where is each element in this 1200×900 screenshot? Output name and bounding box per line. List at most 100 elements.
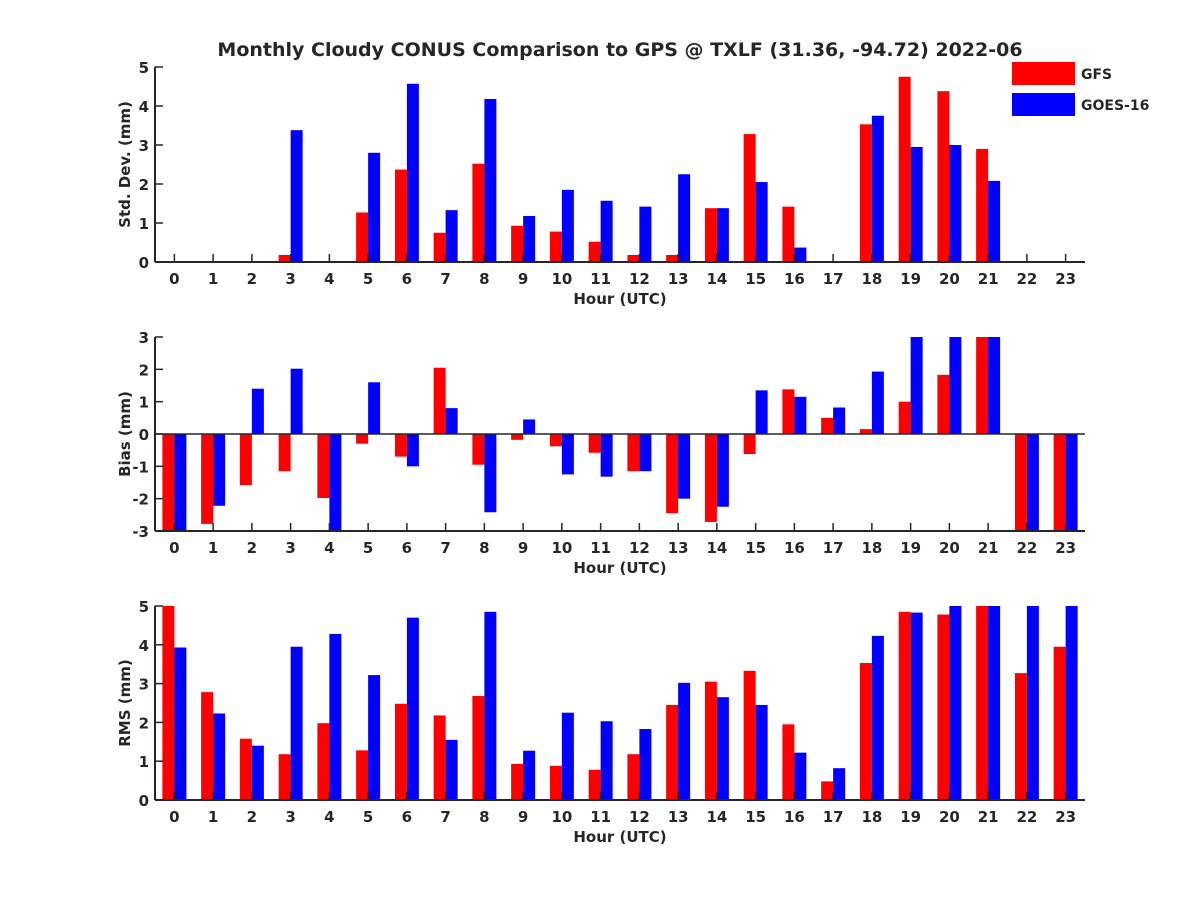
bar-goes-16-hour-5 — [368, 152, 381, 262]
bar-goes-16-hour-8 — [484, 434, 497, 513]
bar-gfs-hour-13 — [666, 434, 679, 514]
y-axis-label: Std. Dev. (mm) — [116, 101, 134, 228]
x-tick-label: 22 — [1016, 539, 1037, 557]
bar-gfs-hour-19 — [898, 611, 911, 800]
bar-gfs-hour-5 — [356, 434, 369, 444]
bar-goes-16-hour-12 — [639, 728, 652, 800]
bar-gfs-hour-10 — [549, 765, 562, 800]
y-tick-label: -2 — [132, 491, 149, 509]
bar-gfs-hour-12 — [627, 754, 640, 800]
bar-goes-16-hour-7 — [445, 739, 458, 800]
bar-goes-16-hour-16 — [794, 396, 807, 434]
bar-goes-16-hour-4 — [329, 434, 342, 531]
bar-goes-16-hour-16 — [794, 752, 807, 800]
bar-gfs-hour-7 — [433, 232, 446, 262]
y-tick-label: 5 — [139, 598, 149, 616]
bar-goes-16-hour-16 — [794, 247, 807, 262]
bar-goes-16-hour-20 — [949, 606, 962, 800]
legend-label-goes-16: GOES-16 — [1081, 98, 1149, 114]
bar-goes-16-hour-20 — [949, 337, 962, 434]
legend: GFS GOES-16 — [1012, 62, 1149, 116]
x-tick-label: 2 — [247, 270, 257, 288]
y-tick-label: -1 — [132, 458, 149, 476]
bar-gfs-hour-21 — [976, 337, 989, 434]
x-tick-label: 12 — [629, 808, 650, 826]
y-tick-label: 4 — [139, 98, 149, 116]
bar-goes-16-hour-14 — [716, 208, 729, 262]
y-tick-label: 3 — [139, 676, 149, 694]
x-tick-label: 8 — [479, 539, 489, 557]
x-tick-label: 9 — [518, 539, 528, 557]
bar-goes-16-hour-3 — [290, 368, 303, 434]
x-tick-label: 1 — [208, 808, 218, 826]
y-axis-label: Bias (mm) — [116, 391, 134, 477]
bar-gfs-hour-18 — [859, 124, 872, 262]
bar-goes-16-hour-17 — [833, 407, 846, 434]
x-tick-label: 17 — [823, 270, 844, 288]
bar-gfs-hour-7 — [433, 715, 446, 800]
x-tick-label: 21 — [978, 539, 999, 557]
y-axis-label: RMS (mm) — [116, 659, 134, 746]
bar-goes-16-hour-10 — [561, 712, 574, 800]
bar-gfs-hour-16 — [782, 724, 795, 800]
y-tick-label: 4 — [139, 637, 149, 655]
bar-goes-16-hour-18 — [871, 635, 884, 800]
y-tick-label: 2 — [139, 361, 149, 379]
bar-goes-16-hour-2 — [251, 745, 264, 800]
x-tick-label: 10 — [551, 808, 572, 826]
bar-gfs-hour-14 — [704, 681, 717, 800]
bar-goes-16-hour-1 — [213, 713, 226, 800]
x-tick-label: 7 — [440, 539, 450, 557]
legend-label-gfs: GFS — [1081, 67, 1112, 83]
x-tick-label: 23 — [1055, 808, 1076, 826]
x-tick-label: 22 — [1016, 270, 1037, 288]
bar-goes-16-hour-12 — [639, 206, 652, 262]
bar-gfs-hour-23 — [1053, 434, 1066, 531]
x-tick-label: 5 — [363, 270, 373, 288]
bar-goes-16-hour-8 — [484, 98, 497, 262]
x-tick-label: 13 — [668, 270, 689, 288]
bar-goes-16-hour-20 — [949, 145, 962, 262]
bar-gfs-hour-17 — [821, 417, 834, 434]
bar-gfs-hour-18 — [859, 429, 872, 434]
bar-goes-16-hour-2 — [251, 388, 264, 434]
y-tick-label: 3 — [139, 329, 149, 347]
bar-goes-16-hour-15 — [755, 390, 768, 434]
x-tick-label: 18 — [861, 539, 882, 557]
bar-goes-16-hour-13 — [678, 682, 691, 800]
bar-gfs-hour-8 — [472, 434, 485, 465]
bar-gfs-hour-0 — [162, 434, 175, 531]
bar-gfs-hour-4 — [317, 723, 330, 800]
x-tick-label: 2 — [247, 808, 257, 826]
bar-gfs-hour-16 — [782, 206, 795, 262]
x-tick-label: 20 — [939, 270, 960, 288]
x-tick-label: 5 — [363, 808, 373, 826]
x-tick-label: 3 — [285, 270, 295, 288]
x-tick-label: 21 — [978, 270, 999, 288]
bar-gfs-hour-21 — [976, 606, 989, 800]
x-tick-label: 9 — [518, 808, 528, 826]
legend-swatch-goes-16 — [1012, 93, 1075, 116]
bar-gfs-hour-19 — [898, 76, 911, 262]
bar-gfs-hour-18 — [859, 663, 872, 800]
bar-gfs-hour-16 — [782, 389, 795, 434]
bar-gfs-hour-1 — [201, 692, 214, 800]
bar-gfs-hour-19 — [898, 401, 911, 434]
y-tick-label: 2 — [139, 714, 149, 732]
bar-goes-16-hour-19 — [910, 146, 923, 262]
bar-gfs-hour-11 — [588, 241, 601, 262]
x-tick-label: 0 — [169, 539, 179, 557]
bar-gfs-hour-12 — [627, 434, 640, 472]
x-tick-label: 15 — [745, 539, 766, 557]
x-tick-label: 18 — [861, 808, 882, 826]
bar-goes-16-hour-18 — [871, 115, 884, 262]
y-tick-label: 5 — [139, 59, 149, 77]
x-tick-label: 18 — [861, 270, 882, 288]
bar-gfs-hour-13 — [666, 704, 679, 800]
bar-goes-16-hour-11 — [600, 434, 613, 477]
x-tick-label: 5 — [363, 539, 373, 557]
bar-gfs-hour-8 — [472, 163, 485, 262]
x-tick-label: 1 — [208, 539, 218, 557]
x-tick-label: 14 — [706, 539, 727, 557]
